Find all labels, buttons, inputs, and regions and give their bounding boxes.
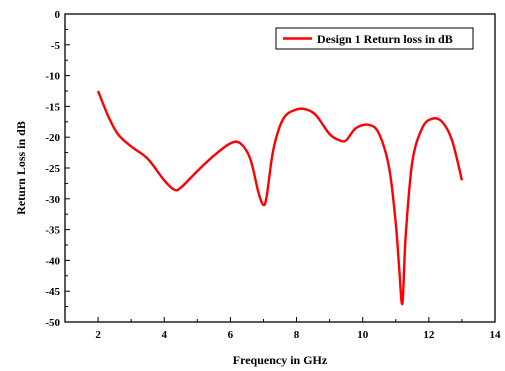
legend-box <box>275 27 474 50</box>
x-tick-label: 12 <box>423 329 435 341</box>
legend-label: Design 1 Return loss in dB <box>317 32 453 46</box>
y-tick-label: -35 <box>45 225 60 237</box>
x-tick-label: 10 <box>357 329 369 341</box>
y-tick-label: -30 <box>45 194 60 206</box>
y-tick-label: -45 <box>45 286 60 298</box>
series-line <box>96 90 464 306</box>
y-tick-label: -50 <box>45 317 60 329</box>
plot-frame <box>64 13 496 323</box>
y-tick-label: -15 <box>45 101 60 113</box>
y-tick-label: -25 <box>45 163 60 175</box>
x-tick-label: 4 <box>161 329 167 341</box>
y-tick-label: -40 <box>45 255 60 267</box>
y-tick-label: -20 <box>45 132 60 144</box>
ticks-layer: 2 4 6 8 10 12 14 0 -5 -10 -15 -20 -25 -30 -35 -40 -45 -50 <box>45 9 501 341</box>
legend: Design 1 Return loss in dB <box>275 27 474 50</box>
x-tick-label: 2 <box>95 329 101 341</box>
y-tick-label: -10 <box>45 71 60 83</box>
x-axis-title: Frequency in GHz <box>233 353 328 367</box>
series-layer <box>96 90 464 306</box>
y-axis-title: Return Loss in dB <box>14 121 28 215</box>
x-tick-label: 8 <box>294 329 300 341</box>
x-tick-label: 6 <box>228 329 234 341</box>
x-tick-label: 14 <box>490 329 502 341</box>
y-tick-label: 0 <box>55 9 61 21</box>
y-tick-label: -5 <box>51 40 61 52</box>
